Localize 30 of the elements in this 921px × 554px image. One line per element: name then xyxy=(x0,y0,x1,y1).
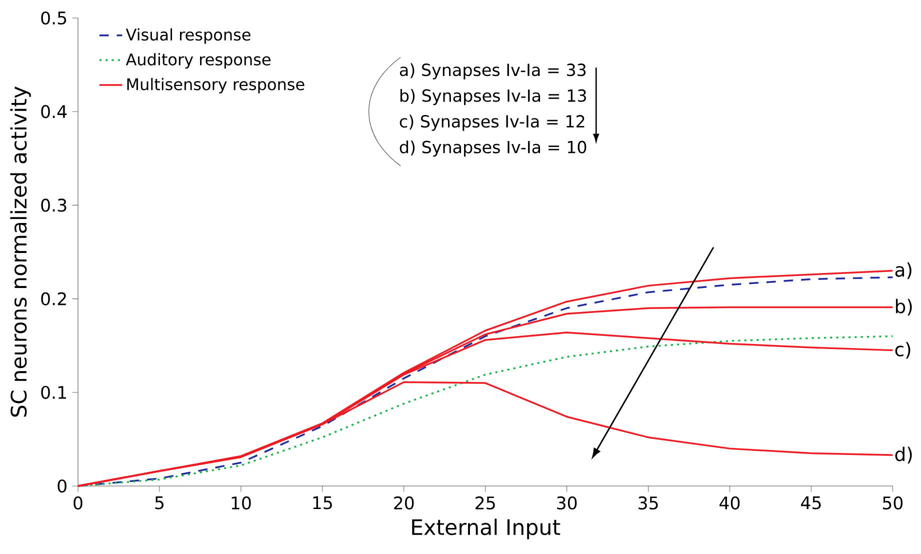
legend-label: Multisensory response xyxy=(127,78,304,94)
text: b) xyxy=(896,298,912,316)
annotation: a) Synapses Iv-Ia = 33 xyxy=(400,63,586,80)
y-tick-label: 0.5 xyxy=(41,11,66,25)
annotation: d) Synapses Iv-Ia = 10 xyxy=(400,140,586,157)
y-tick-label: 0.1 xyxy=(41,386,66,399)
text: a) xyxy=(895,262,912,280)
y-tick-label: 0 xyxy=(58,479,66,493)
x-axis-title: External Input xyxy=(412,518,560,540)
y-tick-label: 0.2 xyxy=(41,292,66,306)
annotation: c) Synapses Iv-Ia = 12 xyxy=(400,114,584,131)
x-tick-label: 10 xyxy=(232,496,251,510)
x-tick-label: 30 xyxy=(557,496,577,510)
x-tick-label: 35 xyxy=(638,496,658,510)
legend-label: Auditory response xyxy=(126,53,270,69)
y-axis-title: SC neurons normalized activity xyxy=(10,86,31,417)
text: d) xyxy=(895,446,912,464)
text: c) xyxy=(895,342,910,359)
x-tick-label: 5 xyxy=(155,496,164,510)
y-tick-label: 0.4 xyxy=(41,105,67,118)
x-tick-label: 40 xyxy=(720,496,740,510)
legend-label: Visual response xyxy=(126,28,250,44)
x-tick-label: 25 xyxy=(476,496,495,510)
x-tick-label: 45 xyxy=(801,496,821,510)
x-tick-label: 0 xyxy=(74,496,82,510)
x-tick-label: 20 xyxy=(394,496,414,510)
x-tick-label: 50 xyxy=(882,496,903,510)
annotation: b) Synapses Iv-Ia = 13 xyxy=(400,89,586,106)
x-tick-label: 15 xyxy=(313,496,332,510)
y-tick-label: 0.3 xyxy=(41,198,66,212)
